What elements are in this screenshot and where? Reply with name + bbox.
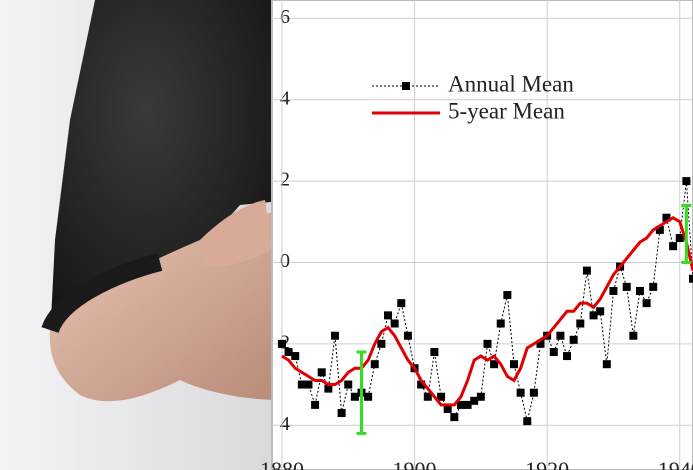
legend-swatch (402, 82, 410, 90)
data-point (516, 388, 525, 397)
data-point (675, 234, 684, 243)
data-point (417, 380, 426, 389)
data-point (423, 392, 432, 401)
x-tick-label: 1900 (393, 457, 437, 470)
data-point (589, 311, 598, 320)
data-point (496, 319, 505, 328)
data-point (529, 388, 538, 397)
data-point (390, 319, 399, 328)
data-point (297, 380, 306, 389)
data-point (430, 347, 439, 356)
data-point (635, 286, 644, 295)
data-point (456, 400, 465, 409)
y-tick-label: 6 (280, 6, 290, 28)
data-point (602, 360, 611, 369)
data-point (377, 339, 386, 348)
data-point (483, 339, 492, 348)
data-point (450, 413, 459, 422)
data-point (622, 282, 631, 291)
data-point (582, 266, 591, 275)
data-point (324, 384, 333, 393)
y-tick-label: 2 (280, 169, 290, 191)
data-point (403, 331, 412, 340)
data-point (463, 400, 472, 409)
data-point (370, 360, 379, 369)
data-point (655, 225, 664, 234)
legend-label: 5-year Mean (448, 98, 565, 123)
data-point (549, 347, 558, 356)
data-point (397, 299, 406, 308)
data-point (576, 319, 585, 328)
data-point (609, 286, 618, 295)
data-point (364, 392, 373, 401)
y-tick-label: 4 (280, 413, 290, 435)
data-point (509, 360, 518, 369)
data-point (682, 177, 691, 186)
data-point (317, 368, 326, 377)
data-point (304, 380, 313, 389)
data-point (596, 307, 605, 316)
data-point (669, 242, 678, 251)
chart: 6420241880190019201940 Annual Mean 5-yea… (260, 0, 693, 470)
data-point (662, 213, 671, 222)
legend-label: Annual Mean (448, 71, 574, 96)
data-point (503, 291, 512, 300)
data-point (536, 339, 545, 348)
plot-area (271, 0, 693, 470)
data-point (350, 392, 359, 401)
data-point (337, 409, 346, 418)
data-point (291, 352, 300, 361)
data-point (384, 311, 393, 320)
data-point (277, 339, 286, 348)
data-point (443, 404, 452, 413)
data-point (330, 331, 339, 340)
x-tick-label: 1940 (658, 457, 693, 470)
data-point (311, 400, 320, 409)
data-point (284, 347, 293, 356)
photo (0, 0, 290, 470)
x-tick-label: 1920 (525, 457, 569, 470)
x-tick-label: 1880 (260, 457, 304, 470)
data-point (556, 331, 565, 340)
data-point (476, 392, 485, 401)
smooth-line (281, 215, 693, 407)
error-bar (681, 203, 692, 264)
data-point (642, 299, 651, 308)
data-point (649, 282, 658, 291)
data-point (344, 380, 353, 389)
data-point (563, 352, 572, 361)
error-bar (356, 350, 367, 435)
data-point (470, 396, 479, 405)
data-point (689, 274, 693, 283)
y-tick-label: 0 (280, 250, 290, 272)
data-point (490, 360, 499, 369)
data-point (523, 417, 532, 426)
data-point (437, 392, 446, 401)
data-point (569, 335, 578, 344)
legend: Annual Mean 5-year Mean (372, 71, 574, 123)
y-tick-label: 4 (280, 87, 290, 109)
data-point (629, 331, 638, 340)
